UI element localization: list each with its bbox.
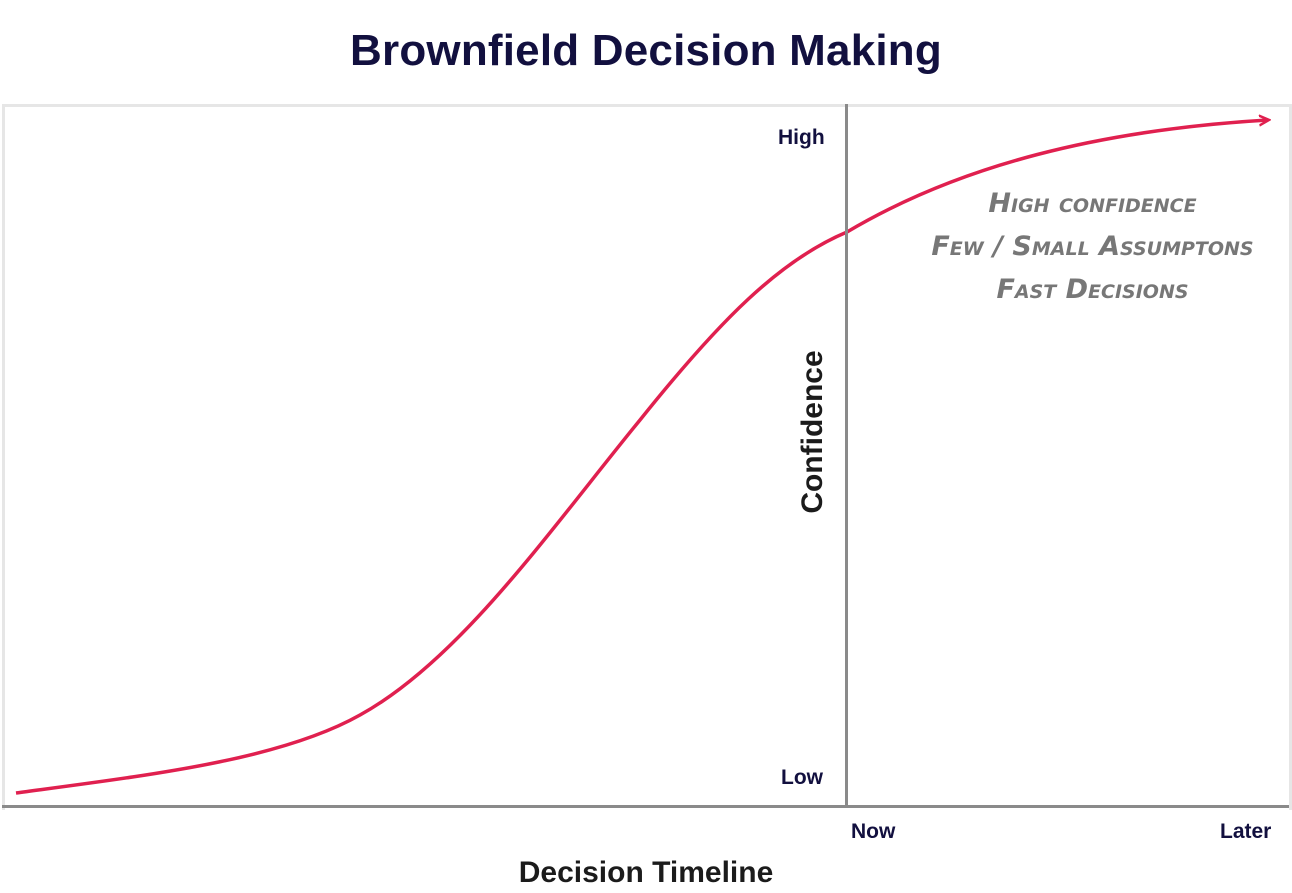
annotation-line: Few / Small Assumptons — [931, 231, 1254, 262]
chart-title: Brownfield Decision Making — [350, 26, 942, 75]
y-axis-title: Confidence — [796, 350, 829, 514]
annotation-block: High confidence Few / Small Assumptons F… — [895, 182, 1290, 311]
annotation-line: High confidence — [988, 188, 1197, 219]
x-axis-later-label: Later — [1220, 820, 1272, 843]
x-axis-line — [2, 805, 1289, 808]
annotation-line: Fast Decisions — [996, 274, 1189, 305]
now-divider-line — [845, 104, 848, 806]
plot-frame — [2, 104, 1292, 810]
confidence-curve — [15, 120, 1268, 795]
x-axis-now-label: Now — [851, 820, 896, 843]
x-axis-title: Decision Timeline — [518, 856, 774, 889]
y-axis-low-label: Low — [781, 766, 823, 789]
y-axis-high-label: High — [778, 126, 825, 149]
